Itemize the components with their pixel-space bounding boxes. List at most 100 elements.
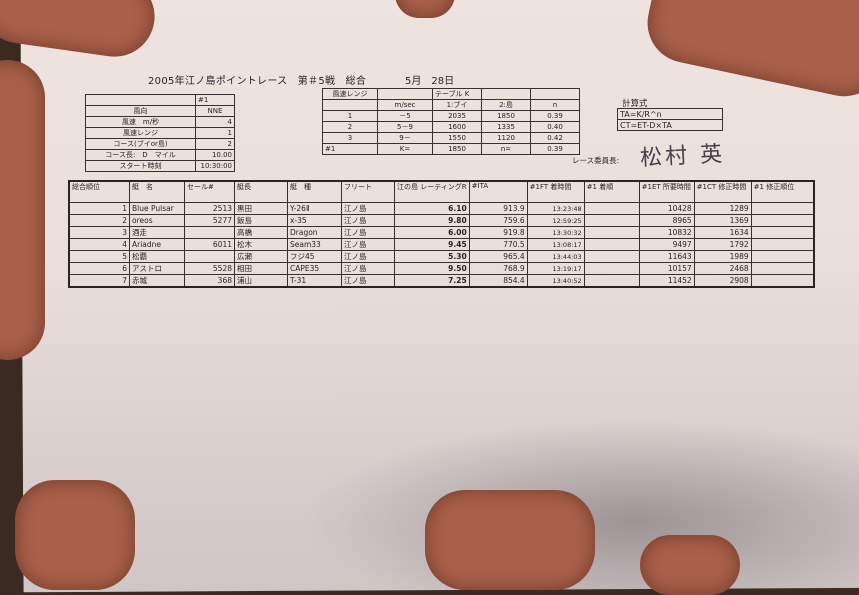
cell: K= <box>377 143 433 155</box>
table-cell <box>583 226 640 239</box>
table-cell: T-31 <box>287 274 342 288</box>
table-cell <box>583 202 640 215</box>
results-header: 総合順位艇 名セール# 艇長艇 種フリート 江の島 レーティングR #ITA #1FT … <box>68 180 815 203</box>
table-cell <box>750 262 815 275</box>
table-cell: 768.9 <box>468 262 528 275</box>
table-cell <box>750 214 815 227</box>
cell: 1 <box>322 110 378 122</box>
results-table: 総合順位艇 名セール# 艇長艇 種フリート 江の島 レーティングR #ITA #1FT … <box>68 180 815 288</box>
cell: 2035 <box>432 110 482 122</box>
value-wind-direction: NNE <box>195 104 235 117</box>
value-wind-speed: 4 <box>195 115 235 128</box>
hand-left-edge <box>0 60 45 360</box>
table-cell: 8965 <box>638 214 695 227</box>
table-cell: 3 <box>68 226 130 239</box>
value-course-length: 10.00 <box>195 148 235 161</box>
table-row: 3 酒走 高橋 Dragon 江ノ島 6.00 919.8 13:30:32 10832 1634 <box>68 226 815 239</box>
table-k-row: 3 9－ 1550 1120 0.42 <box>322 132 580 144</box>
table-row: 2 oreos 5277 飯島 x-35 江ノ島 9.80 759.6 12:59:25 8965… <box>68 214 815 227</box>
hand-top-middle <box>395 0 455 18</box>
cell: 9－ <box>377 132 433 144</box>
cell: 3 <box>322 132 378 144</box>
cell <box>530 88 580 100</box>
conditions-table: #1 風向 NNE 風速 m/秒 4 風速レンジ 1 コース(ブイor島) 2 コース長… <box>85 94 235 172</box>
table-cell: 相田 <box>234 262 288 275</box>
cell <box>322 99 378 111</box>
table-cell: 13:40:52 <box>526 274 585 288</box>
table-cell: 5 <box>68 250 130 263</box>
formula-label: 計算式 <box>622 99 648 109</box>
table-cell: 12:59:25 <box>526 214 585 227</box>
table-row: 4 Ariadne 6011 松木 Seam33 江ノ島 9.45 770.5 13:08:17… <box>68 238 815 251</box>
document-title: 2005年江ノ島ポイントレース 第＃5戦 総合 <box>148 76 367 87</box>
table-cell: 松覇 <box>129 250 185 263</box>
table-cell: 10157 <box>638 262 695 275</box>
table-cell: 9.45 <box>394 238 470 251</box>
table-cell: x-35 <box>287 214 342 227</box>
table-cell: フジ45 <box>287 250 342 263</box>
table-cell: 1289 <box>693 202 752 215</box>
table-cell: 2513 <box>184 202 235 215</box>
table-cell: oreos <box>129 214 185 227</box>
cell: #1 <box>322 143 378 155</box>
table-cell <box>583 262 640 275</box>
table-cell: 13:44:03 <box>526 250 585 263</box>
table-cell: 江ノ島 <box>341 202 395 215</box>
table-cell: 2 <box>68 214 130 227</box>
table-cell: 6.00 <box>394 226 470 239</box>
formula-ct: CT=ET-D×TA <box>617 119 723 131</box>
cell: 1550 <box>432 132 482 144</box>
label-start-time: スタート時刻 <box>85 159 196 172</box>
table-cell: 1634 <box>693 226 752 239</box>
cell: 0.42 <box>530 132 580 144</box>
table-cell: 13:30:32 <box>526 226 585 239</box>
table-k: 風速レンジ テーブル K m/sec 1:ブイ 2:島 n 1 －5 2035 1850 0.… <box>322 88 580 155</box>
table-cell <box>750 274 815 288</box>
table-cell: 11643 <box>638 250 695 263</box>
hand-bottom-left <box>15 480 135 590</box>
table-cell <box>750 202 815 215</box>
table-cell: Dragon <box>287 226 342 239</box>
table-k-subheader: m/sec 1:ブイ 2:島 n <box>322 99 580 111</box>
label-course-length: コース長: D マイル <box>85 148 196 161</box>
label-course: コース(ブイor島) <box>85 137 196 150</box>
table-cell: 13:08:17 <box>526 238 585 251</box>
cell: 0.40 <box>530 121 580 133</box>
table-cell: 1 <box>68 202 130 215</box>
hand-bottom-right <box>640 535 740 595</box>
table-cell: 高橋 <box>234 226 288 239</box>
table-cell: 5277 <box>184 214 235 227</box>
table-cell <box>184 226 235 239</box>
table-cell: Blue Pulsar <box>129 202 185 215</box>
column-header: 江の島 レーティングR <box>394 180 470 203</box>
label-wind-direction: 風向 <box>85 104 196 117</box>
table-cell <box>750 226 815 239</box>
table-cell: 5528 <box>184 262 235 275</box>
table-cell: 4 <box>68 238 130 251</box>
table-cell: 2908 <box>693 274 752 288</box>
table-cell: 江ノ島 <box>341 214 395 227</box>
table-cell: 10832 <box>638 226 695 239</box>
table-cell: 10428 <box>638 202 695 215</box>
table-row: 7 赤城 368 浦山 T-31 江ノ島 7.25 854.4 13:40:52 11452 290… <box>68 274 815 288</box>
cell: 風速レンジ <box>322 88 378 100</box>
table-cell: 368 <box>184 274 235 288</box>
hand-bottom-middle <box>425 490 595 590</box>
cell: m/sec <box>377 99 433 111</box>
table-cell: アストロ <box>129 262 185 275</box>
cell: 0.39 <box>530 110 580 122</box>
table-cell: 9.80 <box>394 214 470 227</box>
table-row: 6 アストロ 5528 相田 CAPE35 江ノ島 9.50 768.9 13:19:17 101… <box>68 262 815 275</box>
table-cell: 松木 <box>234 238 288 251</box>
column-header: 艇 種 <box>287 180 342 203</box>
table-cell: 浦山 <box>234 274 288 288</box>
table-cell: Seam33 <box>287 238 342 251</box>
cell: 1600 <box>432 121 482 133</box>
table-cell: 広瀬 <box>234 250 288 263</box>
table-cell: 770.5 <box>468 238 528 251</box>
race-number: #1 <box>195 94 235 106</box>
cell: 0.39 <box>530 143 580 155</box>
column-header: #1CT 修正時間 <box>693 180 752 203</box>
table-k-row: 2 5－9 1600 1335 0.40 <box>322 121 580 133</box>
column-header: #1 修正順位 <box>750 180 815 203</box>
